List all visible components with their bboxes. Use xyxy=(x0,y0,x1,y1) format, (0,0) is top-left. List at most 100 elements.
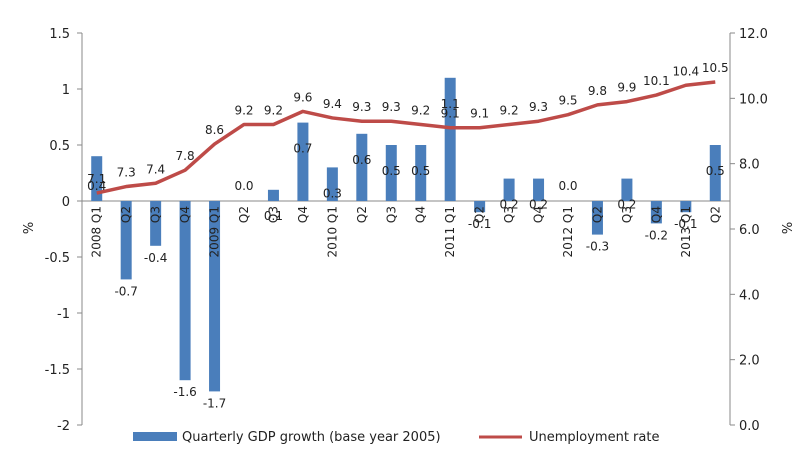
unemployment-data-label: 9.8 xyxy=(588,84,607,98)
category-label: Q4 xyxy=(532,206,546,223)
gdp-data-label: 0.4 xyxy=(87,179,106,193)
y-left-tick-label: 0 xyxy=(62,195,70,210)
category-label: 2008 Q1 xyxy=(90,206,104,257)
category-label: Q2 xyxy=(355,206,369,223)
legend-label-gdp: Quarterly GDP growth (base year 2005) xyxy=(182,430,441,445)
category-label: 2013 Q1 xyxy=(679,206,693,257)
legend-swatch-gdp xyxy=(133,432,177,441)
gdp-bar xyxy=(297,122,309,201)
gdp-bar xyxy=(709,145,721,201)
gdp-bar xyxy=(591,201,603,235)
data-labels-layer: 0.4 -0.7 -0.4 -1.6 -1.7 0.0 0.1 0.7 0.3 0.6 0.5 0.5… xyxy=(87,61,728,410)
gdp-bar xyxy=(356,133,368,201)
gdp-bar xyxy=(385,145,397,201)
category-label: Q4 xyxy=(414,206,428,223)
category-label: Q3 xyxy=(384,206,398,223)
unemployment-data-label: 9.9 xyxy=(617,81,636,95)
gdp-bar xyxy=(415,145,427,201)
y-right-tick-label: 8.0 xyxy=(739,158,760,173)
gdp-bar xyxy=(474,201,486,213)
gdp-data-label: 0.5 xyxy=(411,164,430,178)
y-left-tick-label: -0.5 xyxy=(45,251,70,266)
y-right-tick-label: 0.0 xyxy=(739,419,760,434)
gdp-bar xyxy=(503,178,515,201)
line-layer xyxy=(96,80,716,195)
gdp-data-label: 0.3 xyxy=(323,186,342,200)
unemployment-data-label: 9.3 xyxy=(529,100,548,114)
gdp-data-label: 0.7 xyxy=(293,142,312,156)
gdp-data-label: 0.2 xyxy=(529,198,548,212)
gdp-data-label: 0.5 xyxy=(382,164,401,178)
y-left-tick-label: 1.5 xyxy=(49,27,70,42)
y-right-tick-label: 2.0 xyxy=(739,354,760,369)
gdp-bar xyxy=(533,178,545,201)
unemployment-line xyxy=(96,80,716,195)
gdp-data-label: 0.6 xyxy=(352,153,371,167)
gdp-bar xyxy=(680,201,692,213)
y-right-tick-label: 4.0 xyxy=(739,288,760,303)
gdp-bar xyxy=(179,201,191,381)
category-label: Q3 xyxy=(266,206,280,223)
gdp-bar xyxy=(650,201,662,224)
unemployment-data-label: 9.3 xyxy=(382,100,401,114)
category-label: Q3 xyxy=(620,206,634,223)
category-label: Q4 xyxy=(649,206,663,223)
unemployment-data-label: 9.4 xyxy=(323,97,342,111)
unemployment-data-label: 7.1 xyxy=(87,172,106,186)
gdp-data-label: -0.3 xyxy=(586,240,609,254)
unemployment-data-label: 9.6 xyxy=(293,90,312,104)
unemployment-data-label: 9.5 xyxy=(558,94,577,108)
gdp-data-label: 0.2 xyxy=(500,198,519,212)
gdp-bar xyxy=(621,178,633,201)
y-right-tick-label: 10.0 xyxy=(739,92,768,107)
gdp-data-label: -0.4 xyxy=(144,251,167,265)
unemployment-data-label: 9.2 xyxy=(500,103,519,117)
unemployment-data-label: 10.5 xyxy=(702,61,729,75)
category-label: Q2 xyxy=(590,206,604,223)
bars-layer xyxy=(91,77,721,392)
category-label: Q3 xyxy=(502,206,516,223)
gdp-bar xyxy=(150,201,162,246)
unemployment-data-label: 10.4 xyxy=(672,64,699,78)
category-label: 2012 Q1 xyxy=(561,206,575,257)
gdp-data-label: -0.1 xyxy=(674,217,697,231)
category-label: Q2 xyxy=(119,206,133,223)
gdp-bar xyxy=(120,201,132,280)
gdp-data-label: -1.6 xyxy=(173,385,196,399)
gdp-data-label: 0.0 xyxy=(558,179,577,193)
gdp-data-label: -1.7 xyxy=(203,396,226,410)
unemployment-data-label: 10.1 xyxy=(643,74,670,88)
y-left-tick-label: -2 xyxy=(57,419,70,434)
gdp-bar xyxy=(91,156,103,201)
unemployment-data-label: 7.3 xyxy=(117,166,136,180)
gdp-data-label: -0.2 xyxy=(645,228,668,242)
y-right-tick-label: 6.0 xyxy=(739,223,760,238)
gdp-data-label: 0.2 xyxy=(617,198,636,212)
unemployment-data-label: 9.3 xyxy=(352,100,371,114)
legend-label-unemployment: Unemployment rate xyxy=(529,430,659,445)
y-left-tick-label: 1 xyxy=(62,83,70,98)
y-left-tick-label: -1.5 xyxy=(45,363,70,378)
category-label: Q4 xyxy=(178,206,192,223)
gdp-data-label: 1.1 xyxy=(441,97,460,111)
gdp-bar xyxy=(444,77,456,201)
gdp-data-label: 0.0 xyxy=(234,179,253,193)
gdp-data-label: -0.7 xyxy=(114,284,137,298)
y-right-tick-label: 12.0 xyxy=(739,27,768,42)
category-label: Q2 xyxy=(708,206,722,223)
gdp-data-label: 0.5 xyxy=(706,164,725,178)
unemployment-data-label: 9.1 xyxy=(470,107,489,121)
category-label: 2010 Q1 xyxy=(325,206,339,257)
y-left-tick-label: -1 xyxy=(57,307,70,322)
category-label: Q2 xyxy=(237,206,251,223)
gdp-data-label: 0.1 xyxy=(264,209,283,223)
unemployment-data-label: 7.4 xyxy=(146,162,165,176)
gdp-data-label: -0.1 xyxy=(468,217,491,231)
category-label: 2011 Q1 xyxy=(443,206,457,257)
category-label: Q4 xyxy=(296,206,310,223)
gdp-bar xyxy=(326,167,338,201)
y-left-tick-label: 0.5 xyxy=(49,139,70,154)
unemployment-data-label: 9.2 xyxy=(234,103,253,117)
category-label: 2009 Q1 xyxy=(208,206,222,257)
